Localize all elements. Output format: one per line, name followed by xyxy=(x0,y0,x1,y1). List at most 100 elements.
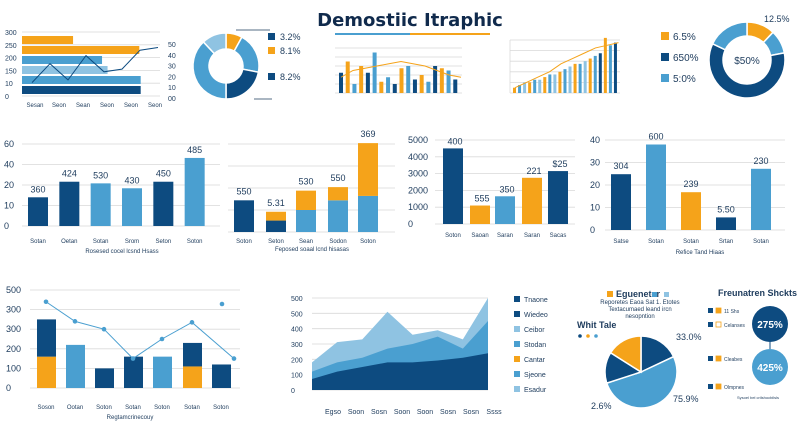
chart-6-y-tick: 10 xyxy=(4,201,14,211)
chart-4-bar xyxy=(538,79,542,93)
chart-12-description: nesopntion xyxy=(625,314,654,320)
chart-8-value-label: 350 xyxy=(499,184,514,194)
chart-7-bar-segment xyxy=(328,200,348,232)
chart-9-caption: Refice Tand Hiaas xyxy=(676,250,725,256)
chart-1-line xyxy=(31,47,159,83)
chart-10-line-point xyxy=(72,319,78,324)
chart-12-dot xyxy=(586,334,590,338)
chart-11-legend-label: Wiedeo xyxy=(524,312,548,319)
chart-1-bar xyxy=(22,46,140,54)
chart-11-legend-label: Esadur xyxy=(524,387,547,394)
chart-3-bar xyxy=(339,72,343,93)
chart-2-legend-swatch xyxy=(268,73,275,80)
chart-9-value-label: 304 xyxy=(613,161,628,171)
chart-6-bar xyxy=(28,197,48,226)
chart-10-category: Soson xyxy=(37,405,54,411)
chart-8-category: Saran xyxy=(497,233,513,239)
chart-12-heading-swatch xyxy=(664,292,669,297)
chart-2-slice-3 xyxy=(192,40,227,100)
chart-7-value-label: 530 xyxy=(298,177,313,187)
chart-13-bubble xyxy=(752,349,788,385)
chart-13-row-label: Cleabes xyxy=(724,357,743,363)
chart-6-y-tick: 20 xyxy=(4,180,14,190)
chart-11-category: Soon xyxy=(417,409,433,416)
chart-9-y-tick: 40 xyxy=(590,135,600,145)
chart-8-category: Saran xyxy=(524,233,540,239)
chart-4-bar xyxy=(598,53,602,93)
chart-7-value-label: 369 xyxy=(360,129,375,139)
chart-7-value-label: 5.31 xyxy=(267,198,285,208)
chart-11-y-tick: 100 xyxy=(291,373,303,380)
chart-1-left-tick: 0 xyxy=(5,94,9,101)
chart-1-category: Seon xyxy=(52,103,66,109)
title-underline-blue xyxy=(335,33,410,35)
chart-10-y-tick: 300 xyxy=(6,324,21,334)
chart-11-legend-label: Stodan xyxy=(524,342,546,349)
chart-7-bar-segment xyxy=(296,210,316,232)
chart-9-category: Sotan xyxy=(648,239,664,245)
chart-4-bar xyxy=(583,61,587,93)
chart-8-category: Soton xyxy=(445,233,461,239)
chart-12-heading: Egueneter xyxy=(616,289,661,299)
chart-4-bar xyxy=(533,79,537,93)
chart-6-y-tick: 0 xyxy=(4,221,9,231)
chart-6-y-tick: 40 xyxy=(4,160,14,170)
chart-11-legend-swatch xyxy=(514,386,520,392)
chart-3-bar xyxy=(453,79,458,93)
chart-1-right-tick: 00 xyxy=(168,96,176,103)
chart-1-right-tick: 10 xyxy=(168,85,176,92)
chart-6-value-label: 430 xyxy=(124,175,139,185)
chart-10-bar-segment xyxy=(153,356,172,388)
chart-10-bar-segment xyxy=(183,366,202,388)
chart-11-y-tick: 400 xyxy=(291,327,303,334)
chart-3-bar xyxy=(365,72,370,93)
chart-8-y-tick: 5000 xyxy=(408,135,428,145)
chart-10-bar-segment xyxy=(183,342,202,367)
chart-4-bar xyxy=(543,77,547,93)
chart-12-slice-1 xyxy=(605,355,678,409)
chart-11-category: Soon xyxy=(348,409,364,416)
chart-5-top-label: 12.5% xyxy=(764,14,790,24)
chart-6-bar xyxy=(90,183,111,226)
chart-9-bar xyxy=(751,168,771,230)
chart-13-bubble-label: 275% xyxy=(757,320,783,331)
chart-8-bar xyxy=(548,171,568,224)
chart-6-value-label: 530 xyxy=(93,170,108,180)
chart-4-bar xyxy=(513,87,516,93)
chart-11-category: Sosn xyxy=(440,409,456,416)
chart-8-y-tick: 4000 xyxy=(408,152,428,162)
chart-6-bar xyxy=(122,188,142,226)
chart-13-row-swatch xyxy=(708,322,713,327)
chart-2-label: 8.2% xyxy=(280,72,301,82)
chart-9-value-label: 230 xyxy=(753,156,768,166)
chart-10-category: Soton xyxy=(154,405,170,411)
chart-7-bar-segment xyxy=(358,195,378,232)
chart-6-category: Srom xyxy=(125,239,139,245)
chart-8-bar xyxy=(470,205,490,224)
chart-11-category: Sosn xyxy=(371,409,387,416)
chart-7-bar-segment xyxy=(234,200,254,232)
chart-5-legend-label: 6.5% xyxy=(673,32,696,43)
chart-6-y-tick: 60 xyxy=(4,139,14,149)
chart-11-area-layer xyxy=(312,353,488,390)
chart-12-slice-0 xyxy=(640,335,675,374)
chart-5-legend-label: 5:0% xyxy=(673,74,696,85)
chart-8-value-label: 400 xyxy=(447,136,462,146)
chart-6-bar xyxy=(153,181,174,226)
chart-13-bubble-label: 425% xyxy=(757,363,783,374)
chart-4-bar xyxy=(523,82,527,93)
chart-3-bar xyxy=(439,68,444,93)
chart-7-value-label: 550 xyxy=(236,186,251,196)
chart-13-row-label: Olmpnes xyxy=(724,385,745,391)
chart-12-slice-label: 75.9% xyxy=(673,394,699,404)
chart-3-bar xyxy=(419,75,424,93)
chart-13-row-swatch xyxy=(715,355,722,362)
chart-1-category: Seon xyxy=(100,103,114,109)
chart-10-y-tick: 0 xyxy=(6,383,11,393)
page-title: Demostiic Itraphic xyxy=(317,10,503,31)
chart-11-y-tick: 0 xyxy=(291,388,295,395)
chart-7-bar-segment xyxy=(266,220,286,232)
chart-5-slice-3 xyxy=(711,21,748,51)
chart-1-left-tick: 150 xyxy=(5,68,17,75)
